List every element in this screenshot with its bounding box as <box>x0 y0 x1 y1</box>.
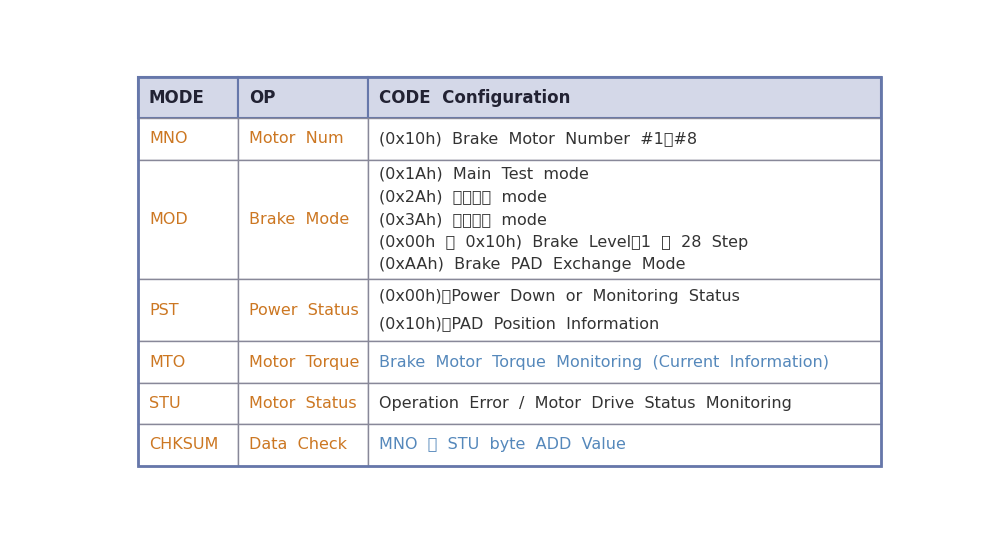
Text: Motor  Torque: Motor Torque <box>249 354 360 369</box>
Bar <box>369 159 881 279</box>
Text: MNO  ～  STU  byte  ADD  Value: MNO ～ STU byte ADD Value <box>379 437 626 452</box>
Bar <box>239 279 369 342</box>
Text: Brake  Motor  Torque  Monitoring  (Current  Information): Brake Motor Torque Monitoring (Current I… <box>379 354 829 369</box>
Bar <box>138 424 239 466</box>
Bar <box>239 383 369 424</box>
Bar <box>369 383 881 424</box>
Text: Motor  Num: Motor Num <box>249 132 344 147</box>
Text: PST: PST <box>149 303 179 318</box>
Text: OP: OP <box>249 89 275 106</box>
Text: Brake  Mode: Brake Mode <box>249 212 350 227</box>
Bar <box>138 77 239 118</box>
Text: MOD: MOD <box>149 212 188 227</box>
Bar <box>369 279 881 342</box>
Text: MODE: MODE <box>149 89 205 106</box>
Text: CODE  Configuration: CODE Configuration <box>379 89 571 106</box>
Bar <box>138 118 239 159</box>
Bar <box>138 383 239 424</box>
Bar <box>239 77 369 118</box>
Text: (0x10h)：PAD  Position  Information: (0x10h)：PAD Position Information <box>379 316 659 331</box>
Text: (0x1Ah)  Main  Test  mode: (0x1Ah) Main Test mode <box>379 167 589 182</box>
Bar <box>138 342 239 383</box>
Text: (0x10h)  Brake  Motor  Number  #1～#8: (0x10h) Brake Motor Number #1～#8 <box>379 132 697 147</box>
Text: (0xAAh)  Brake  PAD  Exchange  Mode: (0xAAh) Brake PAD Exchange Mode <box>379 257 686 272</box>
Bar <box>369 77 881 118</box>
Text: Data  Check: Data Check <box>249 437 347 452</box>
Text: STU: STU <box>149 396 181 411</box>
Bar <box>369 118 881 159</box>
Text: (0x00h  ～  0x10h)  Brake  Level：1  ～  28  Step: (0x00h ～ 0x10h) Brake Level：1 ～ 28 Step <box>379 235 748 250</box>
Text: MNO: MNO <box>149 132 188 147</box>
Text: MTO: MTO <box>149 354 185 369</box>
Text: (0x3Ah)  비상제동  mode: (0x3Ah) 비상제동 mode <box>379 212 547 227</box>
Text: CHKSUM: CHKSUM <box>149 437 219 452</box>
Bar <box>239 118 369 159</box>
Text: Operation  Error  /  Motor  Drive  Status  Monitoring: Operation Error / Motor Drive Status Mon… <box>379 396 792 411</box>
Bar <box>138 159 239 279</box>
Bar <box>138 279 239 342</box>
Bar <box>369 342 881 383</box>
Bar <box>239 342 369 383</box>
Text: (0x00h)：Power  Down  or  Monitoring  Status: (0x00h)：Power Down or Monitoring Status <box>379 289 740 304</box>
Text: (0x2Ah)  상용제동  mode: (0x2Ah) 상용제동 mode <box>379 190 547 205</box>
Text: Power  Status: Power Status <box>249 303 359 318</box>
Bar <box>369 424 881 466</box>
Bar <box>239 424 369 466</box>
Bar <box>239 159 369 279</box>
Text: Motor  Status: Motor Status <box>249 396 357 411</box>
